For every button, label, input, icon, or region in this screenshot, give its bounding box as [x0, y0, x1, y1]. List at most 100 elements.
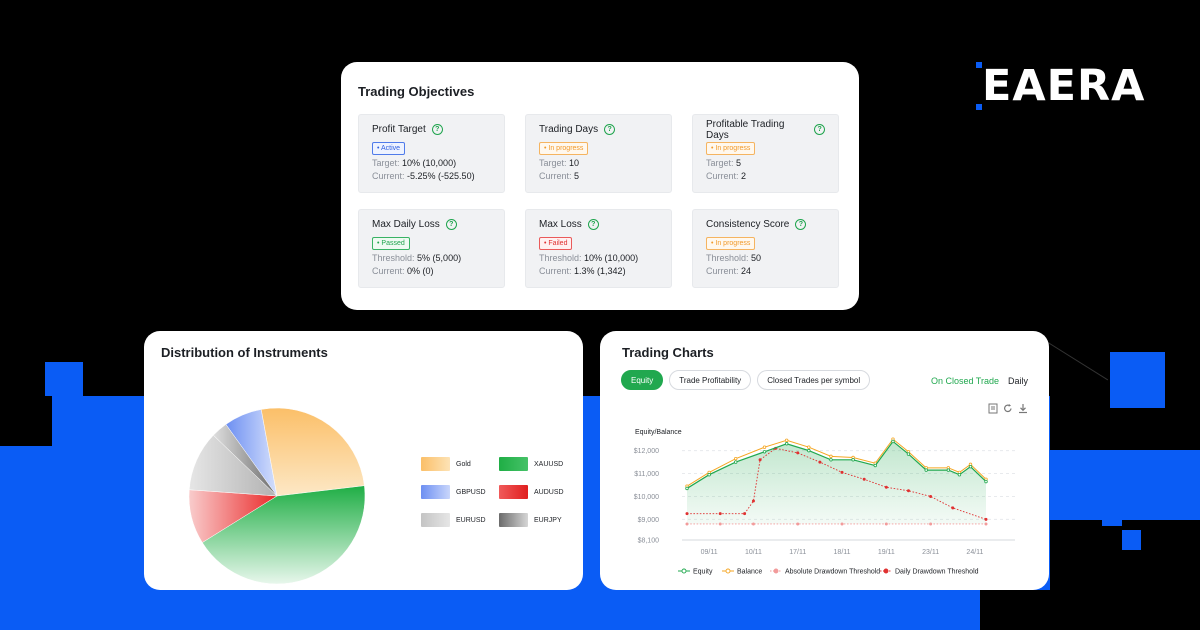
legend-item-equity[interactable]: Equity — [678, 569, 713, 576]
row-label: Target: — [539, 158, 567, 168]
data-point-equity[interactable] — [734, 460, 738, 464]
objective-name: Profitable Trading Days — [706, 118, 785, 141]
refresh-icon[interactable] — [1003, 403, 1013, 414]
data-point-absolute-drawdown-threshold[interactable] — [840, 522, 844, 526]
legend-label: Balance — [737, 569, 762, 576]
data-point-absolute-drawdown-threshold[interactable] — [751, 522, 755, 526]
legend-item-absolute-drawdown-threshold[interactable]: Absolute Drawdown Threshold — [770, 569, 880, 576]
bg-black-notch-left — [0, 396, 52, 446]
help-icon[interactable]: ? — [604, 124, 616, 135]
data-point-equity[interactable] — [829, 458, 833, 462]
data-point-daily-drawdown-threshold[interactable] — [862, 477, 866, 481]
data-point-equity[interactable] — [957, 472, 962, 477]
data-point-absolute-drawdown-threshold[interactable] — [685, 522, 689, 526]
legend-item-audusd[interactable]: AUDUSD — [499, 485, 577, 499]
status-badge: • Failed — [539, 237, 573, 250]
legend-item-gold[interactable]: Gold — [421, 457, 499, 471]
brand-logo: EAERA — [976, 62, 1145, 110]
y-tick-label: $9,000 — [638, 517, 660, 524]
row-label: Target: — [706, 158, 734, 168]
data-point-daily-drawdown-threshold[interactable] — [884, 485, 888, 489]
document-icon[interactable] — [988, 403, 998, 414]
help-icon[interactable]: ? — [795, 219, 807, 230]
data-point-daily-drawdown-threshold[interactable] — [758, 458, 762, 462]
data-point-absolute-drawdown-threshold[interactable] — [884, 522, 888, 526]
objective-name: Profit Target — [372, 124, 426, 135]
tab-trade-profitability[interactable]: Trade Profitability — [669, 370, 752, 390]
pie-slice-xauusd[interactable] — [201, 485, 366, 585]
data-point-daily-drawdown-threshold[interactable] — [951, 506, 955, 510]
legend-item-eurusd[interactable]: EURUSD — [421, 513, 499, 527]
help-icon[interactable]: ? — [587, 219, 599, 230]
objective-row: Current: 5 — [539, 171, 658, 181]
status-badge: • Passed — [372, 237, 410, 250]
data-point-equity[interactable] — [685, 486, 689, 491]
data-point-equity[interactable] — [762, 450, 767, 454]
x-tick-label: 09/11 — [701, 549, 718, 556]
pie-slice-eurjpy[interactable] — [213, 424, 278, 497]
objective-row: Current: 1.3% (1,342) — [539, 266, 658, 276]
data-point-balance[interactable] — [762, 445, 767, 449]
data-point-absolute-drawdown-threshold[interactable] — [929, 522, 933, 526]
legend-item-xauusd[interactable]: XAUUSD — [499, 457, 577, 471]
tab-closed-trades-per-symbol[interactable]: Closed Trades per symbol — [757, 370, 871, 390]
data-point-balance[interactable] — [784, 438, 789, 443]
data-point-daily-drawdown-threshold[interactable] — [840, 470, 844, 474]
status-badge: • Active — [372, 142, 406, 155]
data-point-daily-drawdown-threshold[interactable] — [751, 499, 755, 503]
x-tick-label: 19/11 — [878, 549, 895, 556]
data-point-daily-drawdown-threshold[interactable] — [718, 512, 722, 516]
data-point-equity[interactable] — [851, 458, 855, 462]
download-icon[interactable] — [1018, 403, 1028, 414]
data-point-equity[interactable] — [946, 468, 951, 472]
series-line-equity[interactable] — [686, 440, 987, 489]
brand-name: EAERA — [982, 61, 1146, 111]
objective-max-loss: Max Loss? • Failed Threshold: 10% (10,000)… — [525, 209, 672, 288]
legend-marker-dot — [725, 568, 731, 574]
objective-consistency-score: Consistency Score? • In progress Threshold… — [692, 209, 839, 288]
row-label: Current: — [539, 266, 572, 276]
help-icon[interactable]: ? — [445, 219, 457, 230]
pie-slice-gold[interactable] — [260, 407, 365, 497]
tab-equity[interactable]: Equity — [621, 370, 664, 390]
card-title: Trading Objectives — [358, 84, 475, 99]
data-point-equity[interactable] — [707, 472, 711, 477]
legend-item-gbpusd[interactable]: GBPUSD — [421, 485, 499, 499]
data-point-daily-drawdown-threshold[interactable] — [796, 451, 800, 455]
series-line-balance[interactable] — [686, 438, 987, 487]
data-point-absolute-drawdown-threshold[interactable] — [796, 522, 800, 526]
legend-item-eurjpy[interactable]: EURJPY — [499, 513, 577, 527]
data-point-daily-drawdown-threshold[interactable] — [929, 494, 933, 498]
mode-on-closed-trade[interactable]: On Closed Trade — [930, 376, 999, 386]
legend-item-daily-drawdown-threshold[interactable]: Daily Drawdown Threshold — [880, 569, 979, 576]
card-title: Trading Charts — [622, 345, 714, 360]
data-point-daily-drawdown-threshold[interactable] — [984, 517, 988, 521]
data-point-daily-drawdown-threshold[interactable] — [743, 512, 747, 516]
help-icon[interactable]: ? — [431, 124, 443, 135]
data-point-daily-drawdown-threshold[interactable] — [818, 460, 822, 464]
data-point-balance[interactable] — [734, 456, 738, 461]
data-point-absolute-drawdown-threshold[interactable] — [718, 522, 722, 526]
data-point-equity[interactable] — [891, 439, 895, 444]
objective-title: Consistency Score? — [706, 218, 825, 231]
mode-daily[interactable]: Daily — [1007, 376, 1028, 386]
data-point-daily-drawdown-threshold[interactable] — [906, 489, 910, 493]
legend-item-balance[interactable]: Balance — [722, 569, 762, 576]
data-point-absolute-drawdown-threshold[interactable] — [984, 522, 988, 526]
legend-label: XAUUSD — [534, 460, 564, 468]
data-point-balance[interactable] — [829, 454, 833, 459]
row-value: 24 — [741, 266, 752, 276]
row-value: 2 — [741, 171, 747, 181]
legend-swatch — [421, 513, 450, 527]
data-point-equity[interactable] — [968, 464, 973, 469]
data-point-equity[interactable] — [906, 452, 911, 456]
status-badge: • In progress — [706, 237, 756, 250]
data-point-balance[interactable] — [807, 445, 811, 449]
data-point-equity[interactable] — [873, 463, 877, 468]
data-point-daily-drawdown-threshold[interactable] — [685, 512, 689, 516]
help-icon[interactable]: ? — [814, 124, 825, 135]
data-point-equity[interactable] — [984, 479, 988, 484]
data-point-equity[interactable] — [807, 448, 811, 453]
data-point-equity[interactable] — [924, 468, 928, 472]
data-point-equity[interactable] — [784, 442, 789, 446]
